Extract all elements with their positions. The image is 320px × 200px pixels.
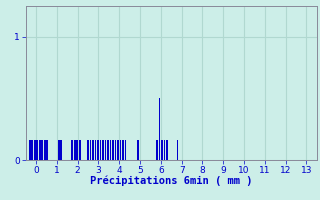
Bar bbox=[58, 140, 60, 160]
Bar bbox=[117, 140, 119, 160]
Bar bbox=[109, 140, 111, 160]
Bar bbox=[29, 140, 31, 160]
Bar bbox=[164, 140, 165, 160]
Bar bbox=[76, 140, 78, 160]
Bar bbox=[41, 140, 43, 160]
Bar bbox=[60, 140, 62, 160]
Bar bbox=[36, 140, 38, 160]
Bar bbox=[112, 140, 114, 160]
Bar bbox=[94, 140, 96, 160]
Bar bbox=[92, 140, 94, 160]
Bar bbox=[79, 140, 81, 160]
Bar bbox=[39, 140, 41, 160]
Bar bbox=[34, 140, 36, 160]
Bar bbox=[115, 140, 116, 160]
Bar bbox=[122, 140, 124, 160]
Bar bbox=[166, 140, 168, 160]
Bar bbox=[119, 140, 121, 160]
Bar bbox=[137, 140, 139, 160]
Bar bbox=[102, 140, 104, 160]
Bar bbox=[124, 140, 126, 160]
Bar bbox=[87, 140, 89, 160]
X-axis label: Précipitations 6min ( mm ): Précipitations 6min ( mm ) bbox=[90, 176, 252, 186]
Bar bbox=[74, 140, 76, 160]
Bar bbox=[44, 140, 46, 160]
Bar bbox=[161, 140, 163, 160]
Bar bbox=[105, 140, 107, 160]
Bar bbox=[107, 140, 109, 160]
Bar bbox=[177, 140, 178, 160]
Bar bbox=[159, 98, 161, 160]
Bar bbox=[71, 140, 73, 160]
Bar bbox=[46, 140, 48, 160]
Bar bbox=[97, 140, 99, 160]
Bar bbox=[100, 140, 101, 160]
Bar bbox=[156, 140, 158, 160]
Bar bbox=[31, 140, 33, 160]
Bar bbox=[90, 140, 92, 160]
